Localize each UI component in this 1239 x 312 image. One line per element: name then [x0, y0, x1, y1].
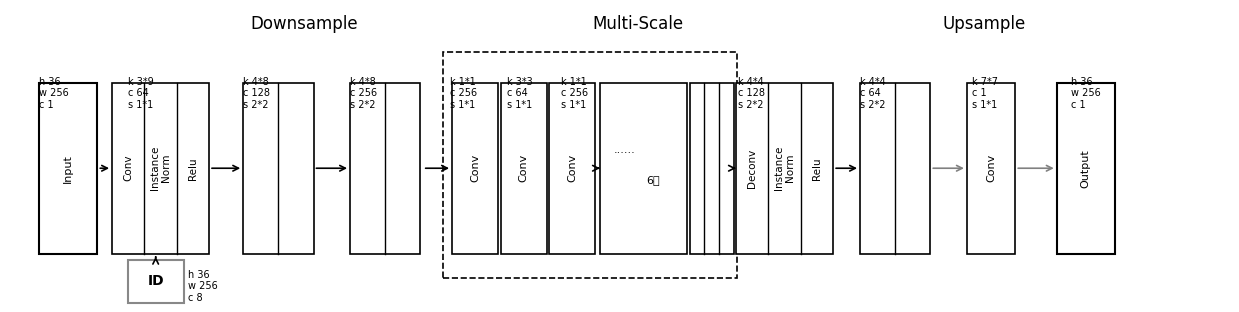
Text: h 36
w 256
c 1: h 36 w 256 c 1 — [1072, 76, 1101, 110]
Text: h 36
w 256
c 8: h 36 w 256 c 8 — [188, 270, 218, 303]
Text: h 36
w 256
c 1: h 36 w 256 c 1 — [40, 76, 69, 110]
Text: Input: Input — [63, 154, 73, 183]
Bar — [243, 83, 313, 254]
Bar — [966, 83, 1015, 254]
Bar — [860, 83, 930, 254]
Text: Upsample: Upsample — [942, 15, 1026, 33]
Text: Output: Output — [1080, 149, 1090, 188]
Text: ID: ID — [147, 274, 164, 288]
Bar — [128, 260, 183, 303]
Text: Conv: Conv — [470, 154, 479, 182]
Text: 6层: 6层 — [647, 175, 660, 185]
Text: k 4*4
c 64
s 2*2: k 4*4 c 64 s 2*2 — [860, 76, 886, 110]
Bar — [600, 83, 688, 254]
Text: k 1*1
c 256
s 1*1: k 1*1 c 256 s 1*1 — [450, 76, 477, 110]
Bar — [1057, 83, 1115, 254]
Text: k 4*4
c 128
s 2*2: k 4*4 c 128 s 2*2 — [738, 76, 766, 110]
Bar — [501, 83, 546, 254]
Text: k 4*8
c 128
s 2*2: k 4*8 c 128 s 2*2 — [243, 76, 270, 110]
Text: Multi-Scale: Multi-Scale — [592, 15, 683, 33]
Text: Relu: Relu — [188, 157, 198, 179]
Text: k 3*9
c 64
s 1*1: k 3*9 c 64 s 1*1 — [128, 76, 154, 110]
Bar — [549, 83, 595, 254]
Bar — [452, 83, 498, 254]
Text: Conv: Conv — [519, 154, 529, 182]
Bar — [112, 83, 209, 254]
Bar — [690, 83, 733, 254]
Text: Conv: Conv — [986, 154, 996, 182]
Text: Downsample: Downsample — [250, 15, 358, 33]
Bar — [349, 83, 420, 254]
Text: ......: ...... — [613, 145, 636, 155]
Text: Instance
Norm: Instance Norm — [774, 146, 795, 190]
Text: k 1*1
c 256
s 1*1: k 1*1 c 256 s 1*1 — [561, 76, 589, 110]
Text: Deconv: Deconv — [747, 149, 757, 188]
Text: k 4*8
c 256
s 2*2: k 4*8 c 256 s 2*2 — [349, 76, 377, 110]
Bar — [736, 83, 833, 254]
Bar — [40, 83, 98, 254]
Text: Relu: Relu — [812, 157, 821, 179]
Text: Conv: Conv — [123, 155, 133, 182]
Bar — [444, 52, 737, 278]
Text: k 3*3
c 64
s 1*1: k 3*3 c 64 s 1*1 — [507, 76, 533, 110]
Text: k 7*7
c 1
s 1*1: k 7*7 c 1 s 1*1 — [971, 76, 997, 110]
Text: Instance
Norm: Instance Norm — [150, 146, 171, 190]
Text: Conv: Conv — [567, 154, 577, 182]
